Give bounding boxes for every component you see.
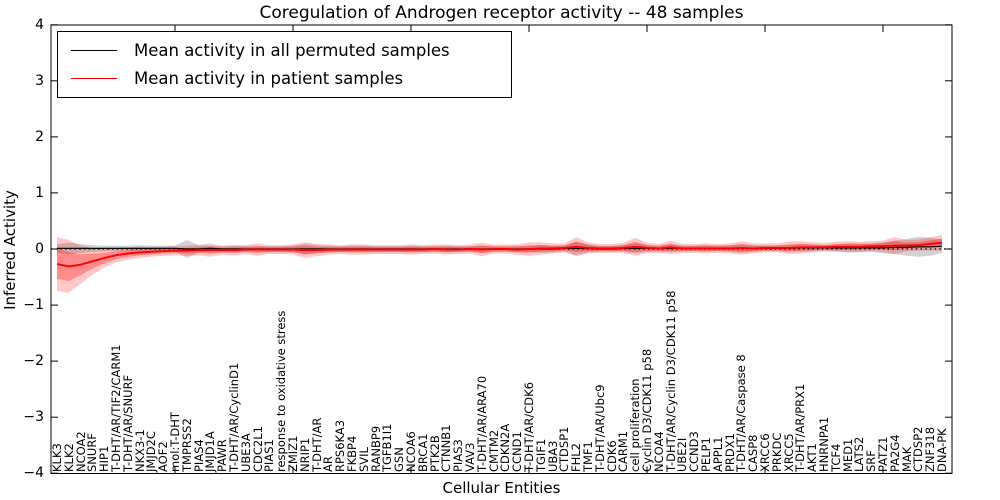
- legend: Mean activity in all permuted samples Me…: [57, 31, 512, 98]
- y-tick-label: 3: [35, 72, 44, 89]
- y-tick-label: 2: [35, 128, 44, 145]
- y-tick-label: −4: [23, 465, 44, 482]
- x-tick-label: UBE3A: [238, 433, 253, 472]
- x-tick-label: T-DHT/AR/Ubc9: [592, 384, 607, 472]
- y-tick-label: −1: [23, 297, 44, 314]
- x-tick-label: BRCA1: [415, 433, 430, 472]
- chart-title: Coregulation of Androgen receptor activi…: [259, 3, 744, 23]
- x-tick-label: DNA-PK: [935, 428, 949, 472]
- x-tick-label: TMPRSS2: [179, 418, 194, 472]
- legend-item-patient: Mean activity in patient samples: [71, 69, 503, 88]
- patient-line-sample-icon: [71, 77, 117, 79]
- y-tick-label: 4: [35, 16, 44, 33]
- x-tick-label: APPL1: [710, 436, 725, 472]
- x-axis-title: Cellular Entities: [442, 479, 561, 497]
- x-tick-label: T-DHT/AR/SNURF: [120, 374, 135, 472]
- x-tick-label: NCOA4: [651, 431, 666, 472]
- x-tick-label: PA2G4: [887, 434, 902, 472]
- legend-label-patient: Mean activity in patient samples: [134, 68, 404, 88]
- permuted-line-sample-icon: [71, 50, 117, 52]
- x-tick-label: TGIF1: [533, 438, 548, 472]
- y-tick-label: −3: [23, 409, 44, 426]
- x-tick-label: T-DHT/AR/ARA70: [474, 375, 489, 472]
- x-tick-label: PRKDC: [769, 432, 784, 472]
- y-tick-label: 1: [35, 184, 44, 201]
- x-tick-label: SVIL: [356, 447, 371, 472]
- legend-item-permuted: Mean activity in all permuted samples: [71, 41, 503, 60]
- x-tick-label: KLK2: [61, 443, 76, 472]
- y-tick-label: −2: [23, 353, 44, 370]
- patient-mean-line: [56, 241, 943, 268]
- x-tick-label: NRIP1: [297, 437, 312, 472]
- legend-label-permuted: Mean activity in all permuted samples: [134, 41, 450, 61]
- y-tick-label: 0: [35, 241, 44, 257]
- permuted-band: [57, 236, 942, 258]
- x-tick-label: TCF4: [828, 443, 843, 472]
